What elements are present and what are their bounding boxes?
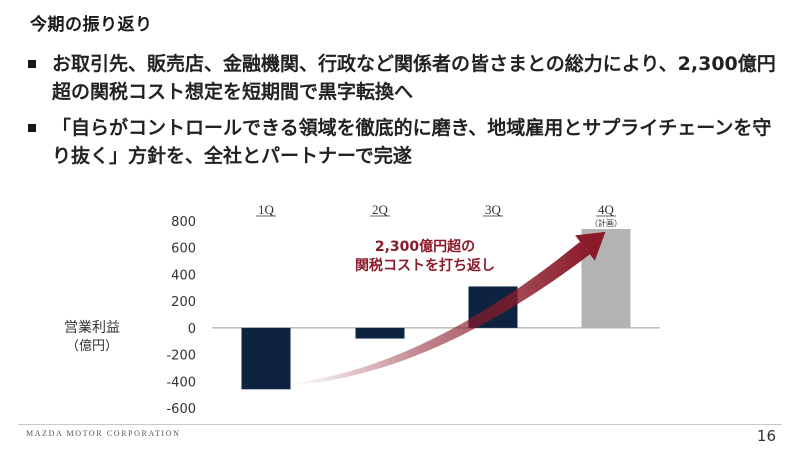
arrow-head-icon: [575, 231, 606, 261]
y-tick-label: 0: [188, 322, 196, 337]
category-label: 1Q: [258, 202, 275, 217]
annotation-line-1: 2,300億円超の: [375, 238, 475, 255]
y-axis-unit: （億円）: [66, 338, 118, 354]
category-label: 4Q: [598, 202, 615, 217]
category-label: 2Q: [372, 202, 389, 217]
footer-divider: [18, 424, 782, 425]
y-tick-label: 800: [171, 215, 196, 230]
slide-title: 今期の振り返り: [30, 15, 153, 35]
operating-profit-chart: 800 600 400 200 0 -200 -400 -600 1Q 2Q 3Q 4Q（計画） 2…: [64, 202, 660, 417]
y-tick-label: 400: [171, 268, 196, 283]
bullet-item: 「自らがコントロールできる領域を徹底的に磨き、地域雇用とサプライチェーンを守り抜…: [28, 114, 788, 170]
actual-bar: [241, 327, 291, 390]
y-tick-label: 200: [171, 295, 196, 310]
square-bullet-icon: [28, 124, 36, 132]
y-tick-label: -600: [166, 402, 196, 417]
bullet-text: 「自らがコントロールできる領域を徹底的に磨き、地域雇用とサプライチェーンを守り抜…: [52, 117, 772, 167]
company-name: MAZDA MOTOR CORPORATION: [26, 429, 181, 438]
bullet-item: お取引先、販売店、金融機関、行政など関係者の皆さまとの総力により、2,300億円…: [28, 50, 788, 106]
category-note: （計画）: [590, 218, 622, 228]
actual-bar: [355, 327, 405, 339]
y-tick-label: 600: [171, 242, 196, 257]
y-tick-label: -400: [166, 375, 196, 390]
category-label: 3Q: [485, 202, 502, 217]
y-axis-label: 営業利益: [64, 320, 120, 336]
square-bullet-icon: [28, 60, 36, 68]
page-number: 16: [756, 427, 776, 445]
y-tick-label: -200: [166, 349, 196, 364]
annotation-line-2: 関税コストを打ち返し: [355, 257, 495, 274]
bullet-text: お取引先、販売店、金融機関、行政など関係者の皆さまとの総力により、2,300億円…: [52, 53, 776, 103]
bullet-list: お取引先、販売店、金融機関、行政など関係者の皆さまとの総力により、2,300億円…: [28, 50, 788, 178]
